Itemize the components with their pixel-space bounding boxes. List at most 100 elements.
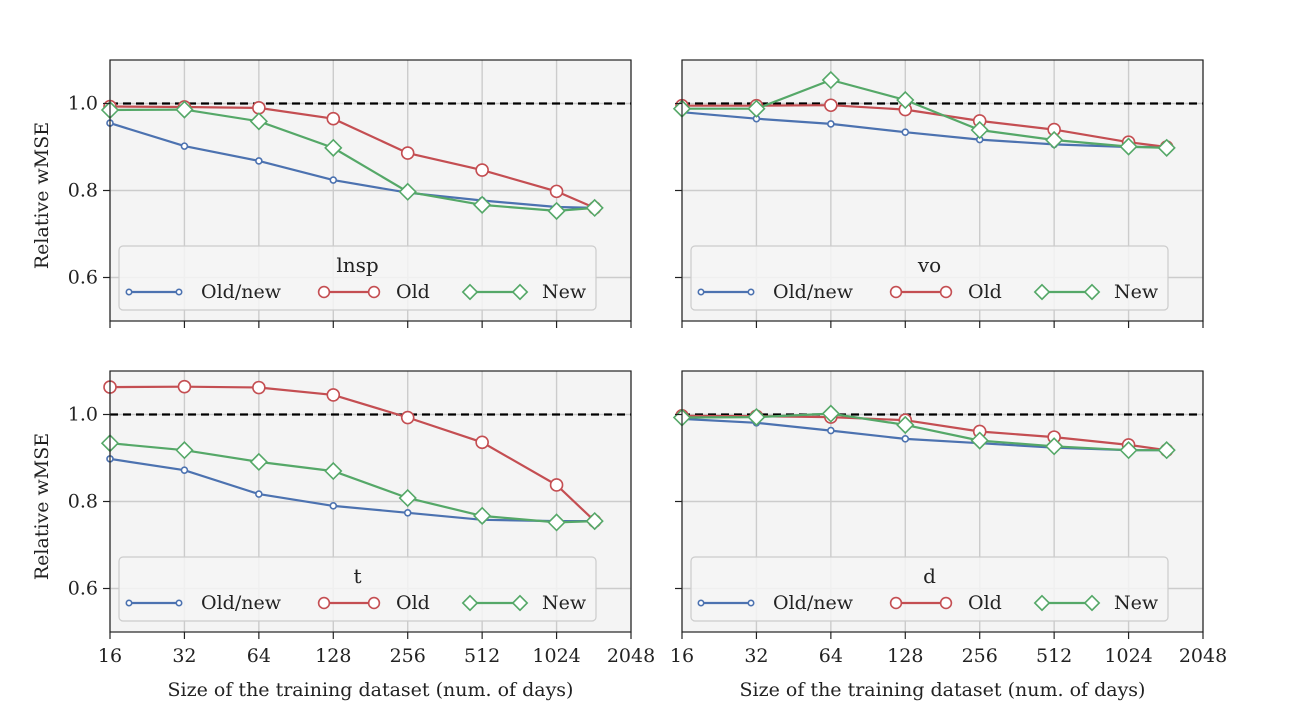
legend-entry-label: Old (968, 592, 1002, 614)
legend-entry-label: Old (396, 592, 430, 614)
legend-marker (317, 596, 331, 610)
series-group (682, 412, 1167, 452)
series-line-old-new (110, 122, 595, 209)
data-point-old (549, 184, 564, 199)
data-point-new (1157, 138, 1176, 158)
legend-marker (939, 285, 953, 299)
data-point-new (249, 452, 268, 472)
data-point-new (747, 99, 766, 118)
data-point-new (324, 461, 343, 481)
data-point-new (1045, 130, 1064, 150)
data-point-new (970, 120, 989, 140)
data-point-old (549, 478, 564, 492)
legend-title: t (353, 564, 361, 588)
y-axis-label: Relative wMSE (31, 122, 53, 269)
data-point-new (821, 404, 840, 423)
data-point-old (326, 111, 341, 126)
x-tick-label: 16 (98, 645, 122, 667)
series-line-old (110, 385, 596, 522)
legend-box (690, 245, 1169, 311)
data-point-old-new (180, 466, 189, 474)
y-tick-label: 1.0 (68, 93, 98, 115)
legend-entry-label: New (542, 592, 587, 614)
legend-entry-label: Old/new (201, 592, 282, 614)
series-group (110, 105, 596, 213)
legend-entry-label: Old/new (773, 281, 854, 303)
legend-marker (125, 599, 133, 607)
legend-marker (175, 599, 183, 607)
legend-marker (1083, 283, 1101, 301)
x-tick-label: 2048 (1179, 645, 1227, 667)
x-tick-label: 64 (819, 645, 843, 667)
legend-marker (889, 285, 903, 299)
x-tick-label: 1024 (532, 645, 580, 667)
data-point-old-new (180, 142, 189, 150)
legend-marker (1033, 283, 1051, 301)
data-point-old-new (901, 128, 910, 137)
x-tick-label: 1024 (1104, 645, 1152, 667)
x-axis-label: Size of the training dataset (num. of da… (740, 679, 1146, 701)
y-tick-label: 0.8 (68, 180, 98, 202)
series-line-old (110, 105, 596, 209)
series-line-new (682, 78, 1167, 149)
data-point-new (821, 70, 840, 90)
x-tick-label: 16 (670, 645, 694, 667)
data-point-old (400, 146, 415, 160)
data-point-old-new (329, 176, 338, 184)
panel-d: 16 32 64 128 256 512 1024 2048 Size of the train… (670, 370, 1227, 701)
data-point-new (1045, 437, 1064, 456)
legend-marker (697, 599, 705, 607)
legend-entry-label: Old (968, 281, 1002, 303)
legend-marker (747, 599, 755, 607)
legend-marker (697, 288, 705, 296)
data-point-old-new (329, 502, 338, 510)
data-point-new (896, 415, 915, 435)
data-point-new (398, 488, 417, 508)
data-point-new (175, 441, 194, 460)
data-point-old (177, 379, 192, 394)
data-point-old (400, 410, 415, 425)
series-line-new (682, 412, 1167, 452)
data-point-old-new (255, 157, 263, 165)
y-axis-label: Relative wMSE (31, 433, 53, 580)
series-line-new (110, 442, 595, 524)
legend-box (690, 556, 1169, 622)
data-point-new (398, 182, 417, 201)
data-point-new (1157, 441, 1176, 460)
legend-box (118, 245, 597, 311)
legend-entry-label: New (1114, 592, 1159, 614)
data-point-new (249, 112, 268, 131)
legend-marker (175, 288, 183, 296)
legend-entry-label: New (1114, 281, 1159, 303)
data-point-new (547, 513, 566, 532)
legend-marker (939, 596, 953, 610)
x-tick-label: 128 (887, 645, 923, 667)
legend-entry-label: Old (396, 281, 430, 303)
data-point-old (252, 380, 266, 395)
data-point-new (970, 431, 989, 450)
data-point-old-new (827, 426, 835, 435)
legend: d Old/new Old New (690, 556, 1169, 622)
data-point-new (547, 201, 566, 221)
legend-marker (747, 288, 755, 296)
data-point-new (585, 198, 604, 218)
data-point-old (475, 435, 489, 450)
panel-lnsp: 0.6 0.8 1.0 Relative wMSE lnsp Old/new Old New (31, 59, 632, 328)
x-tick-label: 32 (744, 645, 768, 667)
legend-title: d (923, 564, 936, 588)
legend-marker (889, 596, 903, 610)
legend-title: vo (917, 253, 941, 277)
data-point-new (324, 138, 343, 158)
data-point-old-new (901, 435, 910, 443)
legend-marker (367, 596, 381, 610)
x-tick-label: 512 (464, 645, 500, 667)
data-point-new (175, 100, 194, 119)
legend-box (118, 556, 597, 622)
legend: vo Old/new Old New (690, 245, 1169, 311)
x-tick-label: 2048 (607, 645, 655, 667)
y-tick-label: 0.6 (68, 267, 98, 289)
data-point-old (326, 388, 341, 402)
data-point-old-new (827, 120, 835, 128)
legend-entry-label: New (542, 281, 587, 303)
data-point-old-new (255, 490, 263, 498)
